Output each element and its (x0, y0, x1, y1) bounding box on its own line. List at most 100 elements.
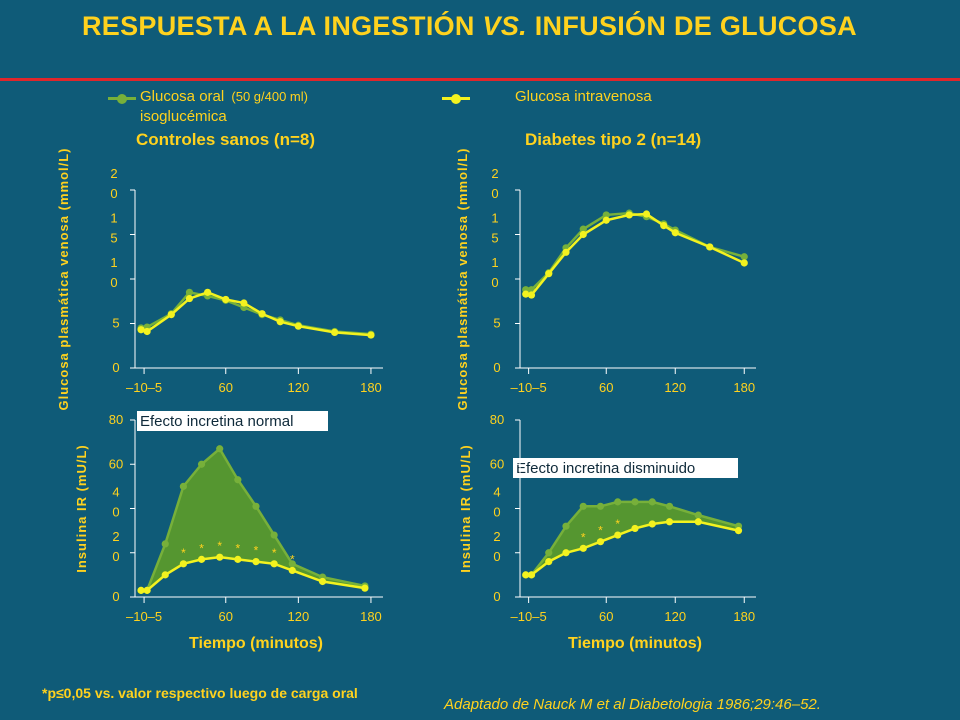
significance-mark: * (290, 552, 295, 566)
data-point-iv (706, 243, 714, 251)
x-tick-label: 180 (360, 609, 382, 624)
legend-oral-marker (117, 93, 127, 104)
data-point-iv (216, 553, 224, 561)
footnote: *p≤0,05 vs. valor respectivo luego de ca… (42, 685, 358, 701)
y-axis-label: Insulina IR (mU/L) (74, 444, 89, 573)
chart-insulin-diabetes: Efecto incretina disminuido 0 2 0 4 0 60 80 –10–… (458, 412, 756, 652)
data-point-oral (252, 502, 260, 510)
data-point-oral (216, 445, 224, 453)
incretin-effect-area (141, 448, 365, 591)
data-point-oral (545, 549, 553, 557)
data-point-iv (288, 566, 296, 575)
data-point-oral (288, 560, 296, 568)
data-point-iv (294, 322, 302, 330)
y-axis-label: Insulina IR (mU/L) (458, 444, 473, 573)
series-line-oral (525, 500, 739, 577)
data-point-iv (625, 211, 633, 219)
data-point-oral (596, 502, 605, 510)
title-rule (0, 78, 960, 81)
annotation-box (513, 458, 738, 478)
chart-glucose-diabetes: 0 5 1 0 1 5 2 0 –10–5 60 120 180 Glucosa plasmática … (455, 147, 756, 411)
annotation-box (137, 411, 328, 431)
data-point-iv (234, 555, 242, 563)
data-point-oral (562, 522, 570, 530)
chart-insulin-controls: Efecto incretina normal 0 2 0 4 0 60 80 –10–5 60 1… (74, 411, 383, 652)
significance-mark: * (272, 546, 277, 560)
y-axis-label: Glucosa plasmática venosa (mmol/L) (56, 147, 71, 410)
data-point-iv (197, 555, 206, 563)
data-point-iv (240, 299, 248, 307)
significance-mark: * (581, 530, 586, 544)
data-point-oral (197, 460, 206, 468)
y-tick-label: 80 (490, 412, 504, 427)
series-line-iv (525, 212, 745, 297)
series-line-oral (525, 211, 745, 291)
data-point-oral (614, 498, 622, 506)
x-tick-label: 60 (219, 609, 233, 624)
data-point-iv (318, 577, 327, 586)
incretin-effect-area (525, 501, 739, 575)
data-point-iv (527, 291, 536, 299)
y-tick-label: 60 (490, 456, 504, 471)
data-point-iv (331, 328, 339, 336)
data-point-iv (665, 518, 674, 526)
x-axis-label: Tiempo (minutos) (189, 635, 323, 652)
data-point-oral (602, 211, 610, 219)
x-tick-label: –10–5 (511, 380, 547, 395)
legend-oral-label-2: isoglucémica (140, 108, 227, 125)
y-tick-label: 80 (109, 412, 123, 427)
x-tick-label: 180 (733, 380, 755, 395)
x-tick-label: –10–5 (511, 609, 547, 624)
significance-mark: * (236, 541, 241, 555)
data-point-oral (579, 225, 587, 233)
data-point-iv (361, 584, 369, 592)
series-line-iv (140, 291, 372, 337)
data-point-oral (665, 502, 674, 510)
x-tick-label: 120 (287, 609, 309, 624)
title-vs: VS. (482, 11, 527, 41)
data-point-iv (270, 560, 278, 568)
x-tick-label: 60 (599, 609, 613, 624)
legend-iv-line (442, 93, 470, 104)
y-tick-label: 5 (112, 316, 119, 331)
data-point-iv (185, 294, 194, 303)
data-point-iv (222, 295, 230, 304)
y-tick-label: 0 (493, 589, 500, 604)
x-tick-label: 120 (287, 380, 309, 395)
data-point-oral (631, 498, 639, 506)
significance-mark: * (181, 546, 186, 560)
annotation-label: Efecto incretina normal (140, 413, 293, 430)
data-point-iv (642, 210, 651, 218)
significance-mark: * (598, 524, 603, 538)
y-tick-label: 60 (109, 456, 123, 471)
title-text-1: RESPUESTA A LA INGESTIÓN (82, 11, 483, 41)
series-line-oral (140, 290, 372, 336)
data-point-iv (579, 230, 587, 239)
data-point-iv (258, 310, 266, 318)
source-citation: Adaptado de Nauck M et al Diabetologia 1… (444, 696, 821, 713)
y-tick-label: 5 (493, 316, 500, 331)
legend-oral-line (108, 93, 136, 104)
y-tick-label: 0 (493, 360, 500, 375)
legend-iv-label: Glucosa intravenosa (515, 88, 652, 105)
series-line-iv (525, 520, 739, 577)
x-tick-label: –10–5 (126, 380, 162, 395)
data-point-iv (740, 259, 748, 267)
x-tick-label: 120 (664, 380, 686, 395)
y-tick-label: 0 (112, 360, 119, 375)
data-point-iv (522, 571, 530, 579)
data-point-iv (579, 544, 587, 552)
data-point-iv (527, 571, 536, 579)
data-point-iv (522, 290, 530, 298)
data-point-iv (631, 524, 639, 533)
data-point-iv (143, 586, 151, 594)
series-line-oral (141, 446, 366, 592)
significance-mark: * (615, 517, 620, 531)
